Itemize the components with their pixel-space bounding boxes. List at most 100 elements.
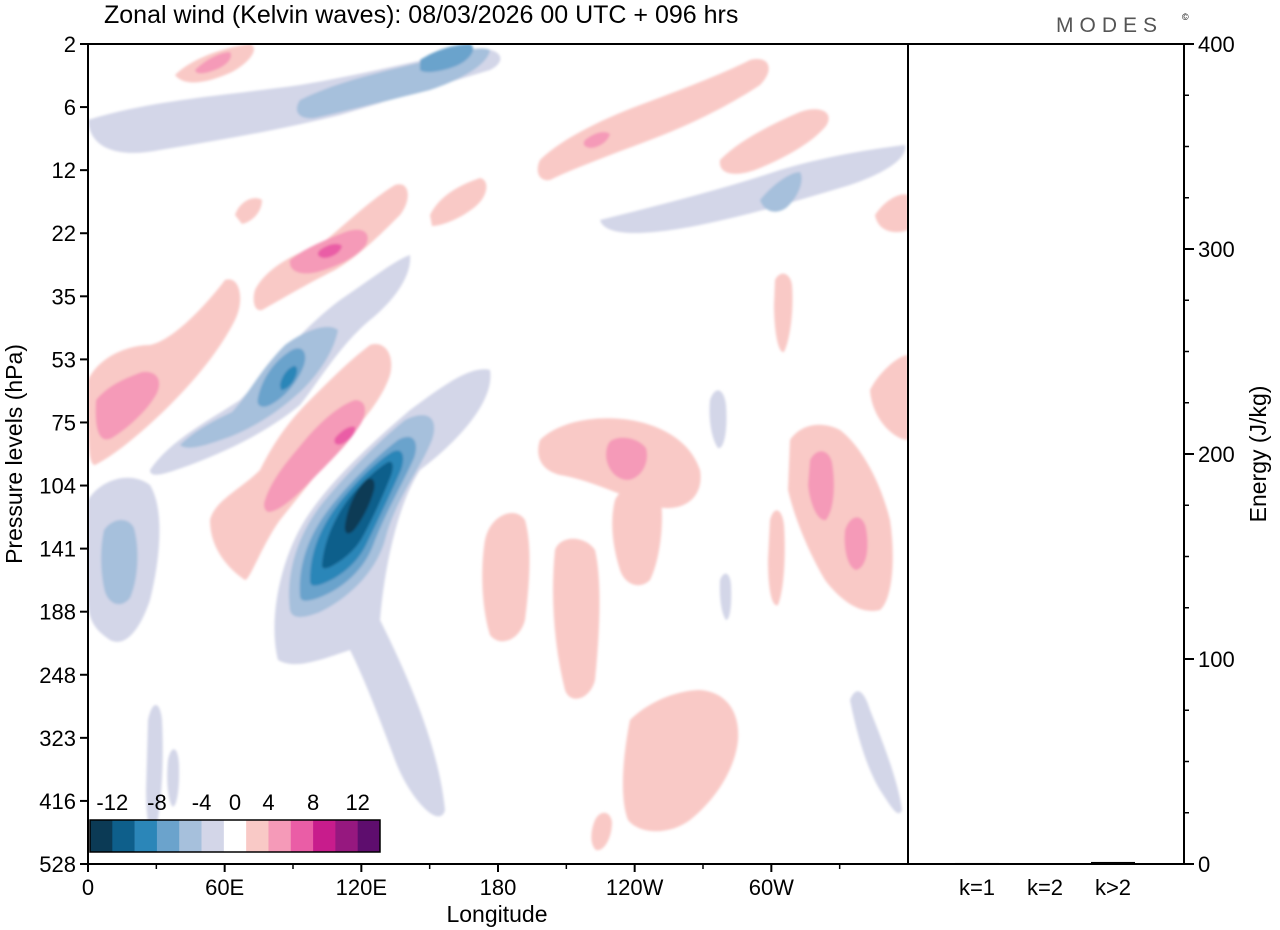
energy-bar xyxy=(1023,863,1067,865)
brand-logo: MODES xyxy=(1056,14,1163,37)
colorbar xyxy=(89,819,381,853)
colorbar-label: -4 xyxy=(192,790,212,815)
neg-lobe-central-14 xyxy=(344,478,375,534)
colorbar-swatch xyxy=(313,820,336,852)
pos-right-upper xyxy=(875,194,908,233)
brand-mark: © xyxy=(1182,12,1189,22)
pos-column-c xyxy=(612,484,662,586)
y-tick-label: 104 xyxy=(39,474,76,499)
neg-upper-right xyxy=(600,145,906,234)
colorbar-swatch xyxy=(268,820,292,852)
pos-column-e xyxy=(774,273,793,353)
colorbar-label: -8 xyxy=(147,790,167,815)
colorbar-swatch xyxy=(179,820,202,852)
pos-band-center-8 xyxy=(334,426,356,445)
pos-lower-small xyxy=(591,812,612,851)
pos-band-center-6 xyxy=(264,400,366,512)
y-tick-label: 528 xyxy=(39,852,76,877)
colorbar-swatch xyxy=(223,820,247,852)
colorbar-swatch xyxy=(112,820,135,852)
x-tick-label: 60E xyxy=(205,875,244,900)
pos-top-right xyxy=(537,59,769,181)
energy-category-label: k=1 xyxy=(959,875,995,900)
y-tick-label: 2 xyxy=(64,32,76,57)
energy-bar xyxy=(1091,861,1135,864)
pos-lobe-dateline-6 xyxy=(606,437,648,480)
colorbar-swatch xyxy=(246,820,269,852)
colorbar-label: 8 xyxy=(307,790,319,815)
neg-band-upper-8 xyxy=(257,348,306,407)
energy-tick-label: 200 xyxy=(1198,442,1235,467)
y-tick-label: 12 xyxy=(52,158,76,183)
colorbar-swatch xyxy=(357,820,381,852)
pos-lobe-west-6 xyxy=(95,371,160,440)
colorbar-swatch xyxy=(201,820,225,852)
y-tick-label: 323 xyxy=(39,726,76,751)
chart-title: Zonal wind (Kelvin waves): 08/03/2026 00… xyxy=(104,1,738,29)
energy-tick-label: 300 xyxy=(1198,237,1235,262)
y-tick-label: 141 xyxy=(39,537,76,562)
colorbar-label: 12 xyxy=(345,790,369,815)
pos-lobe-east xyxy=(788,424,893,611)
colorbar-frame xyxy=(89,819,381,853)
pos-small-a xyxy=(235,198,262,224)
contour-field xyxy=(88,44,908,851)
y-tick-label: 6 xyxy=(64,95,76,120)
x-tick-label: 60W xyxy=(749,875,794,900)
colorbar-swatch xyxy=(90,820,113,852)
x-tick-label: 120W xyxy=(606,875,664,900)
y-tick-label: 35 xyxy=(52,284,76,309)
x-tick-label: 180 xyxy=(480,875,517,900)
pos-column-d xyxy=(768,510,785,606)
energy-bar xyxy=(955,862,999,864)
colorbar-swatch xyxy=(335,820,358,852)
neg-streak-right-2 xyxy=(709,390,727,449)
energy-tick-label: 100 xyxy=(1198,647,1235,672)
y-tick-label: 248 xyxy=(39,663,76,688)
neg-streak-1 xyxy=(146,705,163,833)
y-tick-label: 22 xyxy=(52,221,76,246)
x-axis-label: Longitude xyxy=(446,901,547,927)
pos-upper-small xyxy=(430,178,487,226)
energy-tick-label: 0 xyxy=(1198,852,1210,877)
pos-lobe-east-6b xyxy=(844,517,868,570)
pos-column-a xyxy=(482,512,530,642)
neg-streak-2 xyxy=(167,749,180,807)
neg-upper-right-6 xyxy=(760,172,802,212)
x-tick-label: 0 xyxy=(82,875,94,900)
pos-lobe-east-6a xyxy=(808,451,834,521)
colorbar-label: 4 xyxy=(262,790,274,815)
neg-upper-band-c xyxy=(420,44,474,73)
x-axis: 0 60E 120E 180 120W 60W xyxy=(82,864,841,900)
energy-axis: 0 100 200 300 400 xyxy=(1184,32,1235,877)
x-tick-label: 120E xyxy=(336,875,387,900)
energy-axis-label: Energy (J/kg) xyxy=(1245,386,1271,523)
y-tick-label: 53 xyxy=(52,347,76,372)
colorbar-label: -12 xyxy=(96,790,128,815)
pos-top-left-6 xyxy=(195,52,232,74)
energy-category-label: k>2 xyxy=(1095,875,1131,900)
energy-frame xyxy=(907,43,1185,865)
energy-category-label: k=2 xyxy=(1027,875,1063,900)
pos-lower-center xyxy=(622,690,739,832)
neg-lobe-west-6 xyxy=(101,519,138,605)
neg-streak-right-1 xyxy=(850,691,902,814)
neg-streak-right-3 xyxy=(719,573,732,620)
colorbar-swatch xyxy=(134,820,158,852)
y-axis-label: Pressure levels (hPa) xyxy=(1,344,27,564)
y-tick-label: 188 xyxy=(39,600,76,625)
pos-upper-band-8 xyxy=(317,243,342,258)
y-tick-label: 75 xyxy=(52,410,76,435)
neg-band-upper-10 xyxy=(280,366,298,390)
colorbar-labels: -12 -8 -4 0 4 8 12 xyxy=(96,790,370,815)
pos-right-75 xyxy=(870,355,908,440)
colorbar-swatch xyxy=(290,820,314,852)
energy-tick-label: 400 xyxy=(1198,32,1235,57)
y-axis: 2 6 12 22 35 53 75 104 141 188 248 323 416 528 xyxy=(39,32,88,877)
pos-top-right-6 xyxy=(583,132,610,148)
y-tick-label: 416 xyxy=(39,789,76,814)
colorbar-label: 0 xyxy=(229,790,241,815)
neg-lobe-central-4 xyxy=(274,369,491,817)
colorbar-swatch xyxy=(156,820,180,852)
